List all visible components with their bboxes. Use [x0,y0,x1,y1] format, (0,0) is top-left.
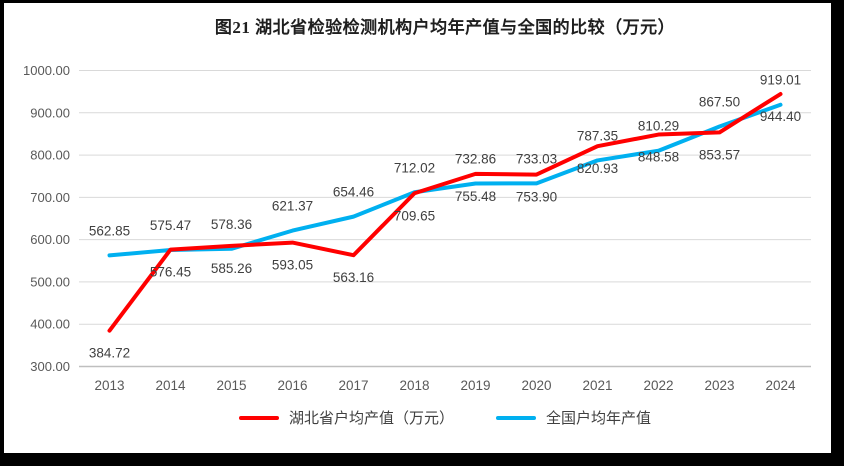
data-label-national-2013: 562.85 [89,223,130,238]
y-tick-label: 300.00 [30,359,70,374]
x-tick-label: 2021 [582,378,612,393]
x-tick-label: 2023 [704,378,734,393]
series-line-national [107,102,783,258]
chart-title: 图21 湖北省检验检测机构户均年产值与全国的比较（万元） [214,18,676,37]
data-label-hubei-2019: 755.48 [455,189,496,204]
y-tick-label: 700.00 [30,190,70,205]
data-label-national-2023: 867.50 [699,95,740,110]
data-label-hubei-2013: 384.72 [89,346,130,361]
legend-swatch-national-blue-line [496,415,536,420]
y-tick-label: 900.00 [30,105,70,120]
chart-legend: 湖北省户均产值（万元） 全国户均年产值 [79,407,811,428]
legend-item-hubei: 湖北省户均产值（万元） [238,407,454,428]
x-tick-label: 2016 [277,378,307,393]
image-border-right [831,0,844,466]
y-tick-label: 500.00 [30,274,70,289]
y-tick-label: 600.00 [30,232,70,247]
image-border-left [0,0,4,466]
data-label-hubei-2021: 820.93 [577,161,618,176]
data-label-hubei-2015: 585.26 [211,261,252,276]
data-label-hubei-2024: 944.40 [760,109,801,124]
data-label-hubei-2022: 848.58 [638,150,679,165]
x-tick-label: 2013 [94,378,124,393]
x-tick-label: 2014 [155,378,186,393]
y-tick-label: 800.00 [30,148,70,163]
x-tick-label: 2024 [765,378,796,393]
data-label-national-2018: 712.02 [394,160,435,175]
y-tick-label: 1000.00 [23,63,70,78]
data-label-hubei-2017: 563.16 [333,270,374,285]
data-label-national-2019: 732.86 [455,151,496,166]
legend-item-national: 全国户均年产值 [496,407,651,428]
data-label-national-2021: 787.35 [577,128,618,143]
data-label-national-2016: 621.37 [272,199,313,214]
image-border-top [0,0,844,3]
x-tick-label: 2018 [399,378,429,393]
x-tick-label: 2015 [216,378,246,393]
image-border-bottom [0,453,844,466]
data-label-hubei-2023: 853.57 [699,147,740,162]
x-tick-label: 2017 [338,378,368,393]
legend-swatch-hubei-red-line [238,415,279,420]
x-tick-label: 2022 [643,378,673,393]
data-label-national-2015: 578.36 [211,217,252,232]
data-label-hubei-2020: 753.90 [516,190,557,205]
data-label-national-2017: 654.46 [333,185,374,200]
data-label-national-2022: 810.29 [638,119,679,134]
legend-label-hubei: 湖北省户均产值（万元） [288,410,454,427]
data-label-national-2020: 733.03 [516,151,557,166]
data-label-national-2024: 919.01 [760,73,801,88]
x-tick-label: 2019 [460,378,490,393]
y-tick-label: 400.00 [30,317,70,332]
data-label-hubei-2018: 709.65 [394,208,435,223]
series-line-hubei [107,92,783,333]
data-label-hubei-2014: 576.45 [150,265,191,280]
x-tick-label: 2020 [521,378,551,393]
data-label-hubei-2016: 593.05 [272,258,313,273]
legend-label-national: 全国户均年产值 [546,410,652,427]
data-label-national-2014: 575.47 [150,218,191,233]
